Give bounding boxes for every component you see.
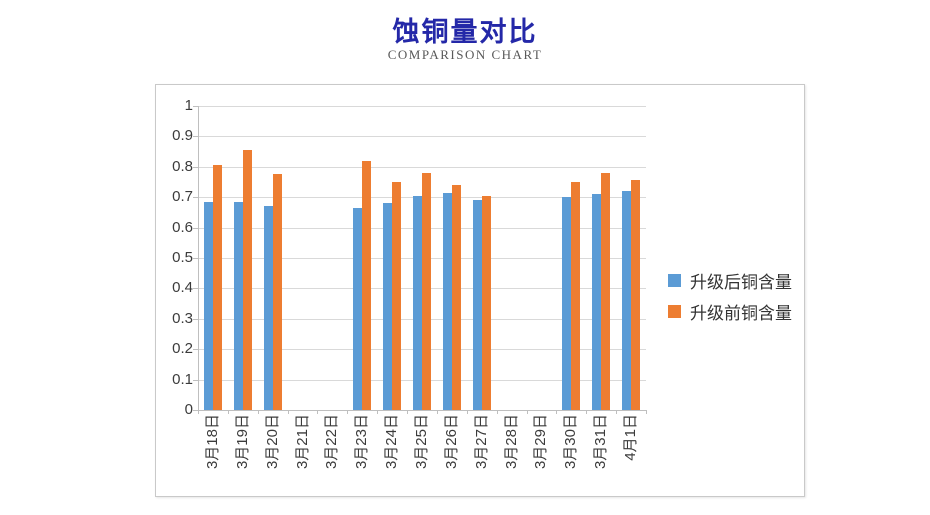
bar bbox=[622, 191, 632, 410]
x-axis-label: 3月30日 bbox=[562, 414, 580, 470]
x-axis-tick bbox=[526, 410, 528, 414]
legend: 升级后铜含量 升级前铜含量 bbox=[668, 269, 792, 331]
bar bbox=[263, 206, 273, 410]
legend-swatch-orange bbox=[668, 304, 681, 318]
y-axis-label: 0.9 bbox=[172, 127, 193, 145]
y-axis-tick bbox=[193, 288, 198, 290]
bar bbox=[481, 196, 491, 410]
y-axis-label: 0.3 bbox=[172, 309, 193, 327]
legend-swatch-blue bbox=[668, 273, 681, 287]
bar bbox=[442, 193, 452, 410]
x-axis-tick bbox=[227, 410, 229, 414]
x-axis-tick bbox=[287, 410, 289, 414]
chart-box: 升级后铜含量 升级前铜含量 1 0.9 0.8 0.7 0.6 0.5 0.4 0.3 0.2 0… bbox=[155, 84, 805, 497]
y-axis-tick bbox=[193, 166, 198, 168]
legend-label: 升级后铜含量 bbox=[690, 272, 792, 292]
legend-label: 升级前铜含量 bbox=[690, 303, 792, 323]
x-axis-tick bbox=[556, 410, 558, 414]
y-axis-label: 0.1 bbox=[172, 370, 193, 388]
bar bbox=[571, 182, 581, 410]
bar bbox=[353, 208, 363, 410]
x-axis-label: 3月21日 bbox=[293, 414, 311, 470]
y-axis-label: 0.7 bbox=[172, 188, 193, 206]
x-axis-label: 3月23日 bbox=[353, 414, 371, 470]
bar bbox=[422, 173, 431, 410]
bar bbox=[413, 196, 422, 410]
y-axis-label: 0.2 bbox=[172, 340, 193, 358]
bar bbox=[451, 185, 461, 410]
x-axis-label: 3月24日 bbox=[383, 414, 401, 470]
legend-item-before-upgrade: 升级前铜含量 bbox=[668, 300, 792, 323]
x-axis-label: 3月19日 bbox=[233, 414, 251, 470]
x-axis-tick bbox=[646, 410, 647, 414]
chart-subtitle: COMPARISON CHART bbox=[387, 47, 543, 62]
x-axis-tick bbox=[586, 410, 588, 414]
y-axis-tick bbox=[193, 318, 198, 320]
y-axis-label: 1 bbox=[184, 97, 193, 114]
x-axis-tick bbox=[436, 410, 438, 414]
bar bbox=[233, 202, 243, 410]
y-axis-label: 0.6 bbox=[172, 218, 193, 236]
gridline bbox=[198, 106, 646, 107]
bar bbox=[362, 161, 372, 410]
y-axis-label: 0.8 bbox=[172, 157, 193, 175]
x-axis-label: 3月31日 bbox=[592, 414, 610, 470]
chart-title: 蚀铜量对比 bbox=[392, 17, 538, 47]
x-axis-label: 4月1日 bbox=[622, 414, 640, 461]
x-axis-label: 3月25日 bbox=[413, 414, 430, 470]
y-axis-label: 0.4 bbox=[172, 279, 193, 297]
bar bbox=[472, 200, 482, 410]
x-axis-label: 3月27日 bbox=[472, 414, 490, 470]
y-axis-tick bbox=[193, 227, 198, 229]
y-axis-tick bbox=[193, 106, 198, 107]
y-axis-tick bbox=[193, 349, 198, 351]
y-axis-tick bbox=[193, 410, 198, 411]
bar bbox=[272, 174, 282, 410]
y-axis-label: 0.5 bbox=[172, 249, 193, 266]
x-axis-label: 3月20日 bbox=[263, 414, 281, 470]
y-axis-tick bbox=[193, 379, 198, 381]
gridline bbox=[198, 136, 646, 138]
x-axis-label: 3月28日 bbox=[502, 414, 520, 470]
x-axis-label: 3月29日 bbox=[532, 414, 550, 470]
x-axis-tick bbox=[257, 410, 259, 414]
x-axis-tick bbox=[347, 410, 349, 414]
x-axis-tick bbox=[496, 410, 498, 414]
bar bbox=[203, 202, 213, 410]
y-axis-tick bbox=[193, 136, 198, 138]
x-axis-tick bbox=[616, 410, 618, 414]
y-axis-tick bbox=[193, 197, 198, 199]
x-axis-tick bbox=[466, 410, 468, 414]
x-axis-label: 3月26日 bbox=[442, 414, 460, 470]
x-axis-tick bbox=[377, 410, 379, 414]
bar bbox=[562, 197, 572, 410]
bar bbox=[592, 194, 602, 410]
x-axis-tick bbox=[198, 410, 199, 414]
x-axis-label: 3月18日 bbox=[203, 414, 221, 470]
y-axis-label: 0 bbox=[184, 401, 193, 418]
bar bbox=[212, 165, 222, 410]
legend-item-after-upgrade: 升级后铜含量 bbox=[668, 269, 792, 292]
gridline bbox=[198, 166, 646, 168]
bar bbox=[631, 180, 641, 410]
x-axis bbox=[198, 410, 646, 411]
bar bbox=[242, 150, 252, 410]
x-axis-label: 3月22日 bbox=[323, 414, 341, 470]
y-axis bbox=[198, 106, 199, 411]
bar bbox=[392, 182, 402, 410]
x-axis-tick bbox=[317, 410, 319, 414]
bar bbox=[383, 203, 393, 410]
y-axis-tick bbox=[193, 258, 198, 259]
bar bbox=[601, 173, 611, 410]
x-axis-tick bbox=[407, 410, 409, 414]
